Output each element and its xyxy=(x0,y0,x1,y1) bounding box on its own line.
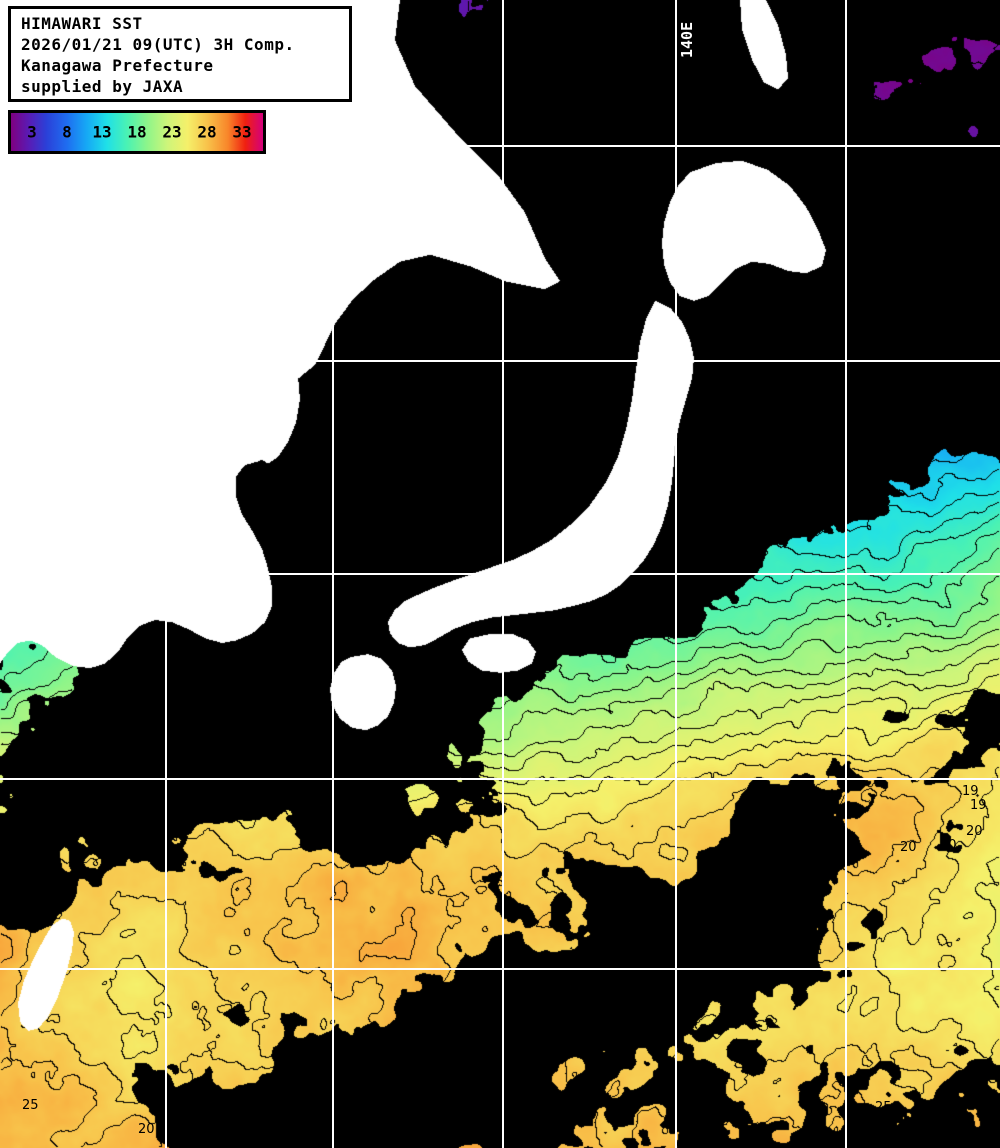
graticule-label-140E: 140E xyxy=(678,21,696,58)
contour-label-25: 25 xyxy=(875,1100,892,1115)
colorbar-tick-28: 28 xyxy=(197,122,217,142)
colorbar-tick-33: 33 xyxy=(232,122,252,142)
colorbar-tick-3: 3 xyxy=(27,122,37,142)
colorbar-tick-18: 18 xyxy=(127,122,147,142)
contour-label-20: 20 xyxy=(900,840,917,855)
contour-label-20: 20 xyxy=(966,824,983,839)
title-box: HIMAWARI SST 2026/01/21 09(UTC) 3H Comp.… xyxy=(8,6,352,102)
colorbar-tick-8: 8 xyxy=(62,122,72,142)
colorbar-tick-23: 23 xyxy=(162,122,182,142)
graticule-label-40N: 40N xyxy=(8,352,36,370)
contour-label-19: 19 xyxy=(962,784,979,799)
contour-label-19: 19 xyxy=(970,798,987,813)
title-line-supplier: supplied by JAXA xyxy=(21,77,184,96)
title-line-datetime: 2026/01/21 09(UTC) 3H Comp. xyxy=(21,35,295,54)
contour-label-25: 25 xyxy=(22,1098,39,1113)
title-line-region: Kanagawa Prefecture xyxy=(21,56,214,75)
contour-label-20: 20 xyxy=(138,1122,155,1137)
colorbar: 3 8 13 18 23 28 33 xyxy=(8,110,266,154)
title-line-product: HIMAWARI SST xyxy=(21,14,143,33)
colorbar-tick-labels: 3 8 13 18 23 28 33 xyxy=(11,113,263,151)
contour-label-20: 20 xyxy=(940,838,957,853)
colorbar-gradient xyxy=(11,113,263,151)
colorbar-tick-13: 13 xyxy=(92,122,112,142)
contour-label-21: 21 xyxy=(983,705,1000,720)
contour-label-18: 18 xyxy=(800,812,817,827)
contour-label-26: 26 xyxy=(968,1086,985,1101)
